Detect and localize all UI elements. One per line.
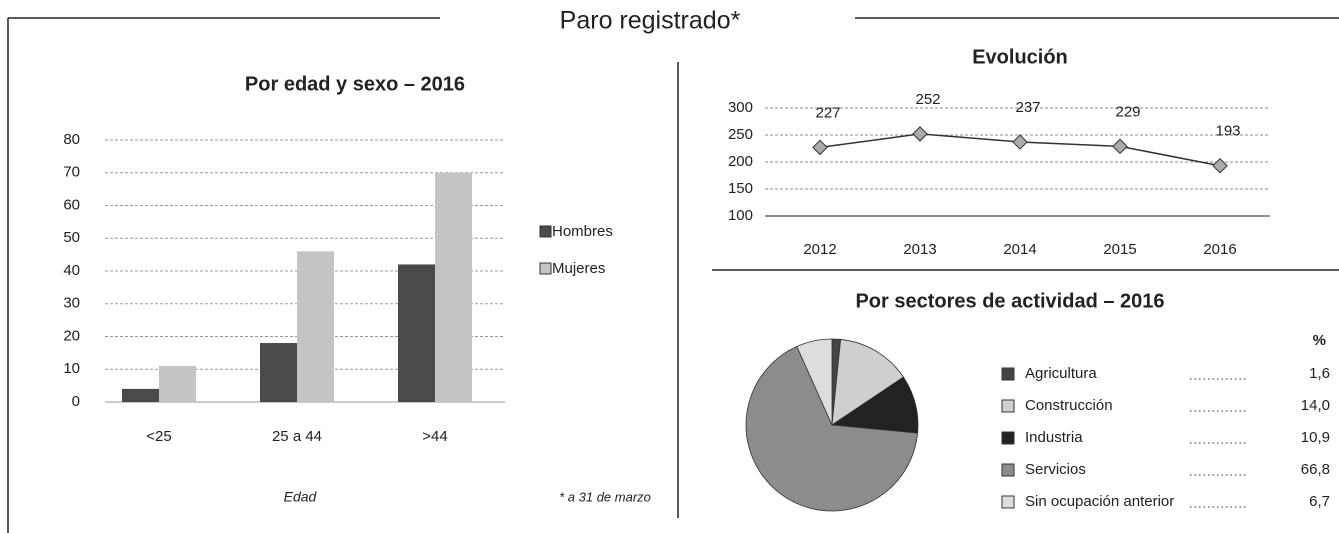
pie-slice — [745, 345, 919, 512]
y-tick-label: 40 — [63, 262, 80, 279]
legend-label: Agricultura — [1025, 365, 1097, 382]
value-label: 193 — [1215, 123, 1240, 140]
chart-title: Por sectores de actividad – 2016 — [855, 290, 1164, 312]
y-tick-label: 250 — [728, 126, 753, 143]
x-tick-label: 2016 — [1203, 241, 1236, 258]
legend-label: Sin ocupación anterior — [1025, 493, 1174, 510]
y-tick-label: 10 — [63, 360, 80, 377]
legend-swatch — [539, 225, 552, 238]
y-tick-label: 20 — [63, 327, 80, 344]
y-tick-label: 50 — [63, 229, 80, 246]
legend-label: Mujeres — [552, 260, 605, 277]
value-label: 14,0 — [1301, 397, 1330, 414]
value-label: 10,9 — [1301, 429, 1330, 446]
y-tick-label: 70 — [63, 164, 80, 181]
value-label: 229 — [1115, 103, 1140, 120]
page-title: Paro registrado* — [560, 7, 741, 35]
x-tick-label: 2012 — [803, 241, 836, 258]
value-header: % — [1313, 332, 1326, 349]
bar — [435, 172, 472, 402]
x-tick-label: >44 — [422, 428, 447, 445]
point — [812, 139, 828, 156]
chart-title: Por edad y sexo – 2016 — [245, 73, 465, 95]
value-label: 6,7 — [1309, 493, 1330, 510]
value-label: 66,8 — [1301, 461, 1330, 478]
footnote: * a 31 de marzo — [559, 489, 651, 504]
value-label: 227 — [815, 104, 840, 121]
legend-swatch — [1001, 495, 1015, 509]
pie-slice — [831, 338, 904, 426]
y-tick-label: 60 — [63, 196, 80, 213]
bar — [159, 365, 196, 402]
point — [912, 126, 928, 142]
legend-swatch — [1001, 367, 1015, 381]
x-axis-label: Edad — [284, 489, 318, 505]
x-tick-label: 2015 — [1103, 241, 1136, 258]
x-tick-label: <25 — [146, 428, 171, 445]
y-tick-label: 100 — [728, 207, 753, 224]
value-label: 252 — [915, 91, 940, 108]
bar — [122, 388, 159, 402]
chart-title: Evolución — [972, 46, 1068, 68]
x-tick-label: 25 a 44 — [272, 428, 322, 445]
point — [1112, 138, 1128, 155]
y-tick-label: 30 — [63, 295, 80, 312]
y-tick-label: 300 — [728, 99, 753, 116]
bar — [260, 343, 297, 402]
x-tick-label: 2013 — [903, 241, 936, 258]
legend-label: Construcción — [1025, 397, 1113, 414]
y-tick-label: 0 — [72, 393, 80, 410]
legend-swatch — [1001, 399, 1015, 413]
legend-label: Servicios — [1025, 461, 1086, 478]
bar — [297, 251, 334, 402]
value-label: 1,6 — [1309, 365, 1330, 382]
legend-label: Industria — [1025, 429, 1083, 446]
bar — [398, 264, 435, 402]
legend-label: Hombres — [552, 223, 613, 240]
legend-swatch — [539, 262, 552, 275]
legend-swatch — [1001, 431, 1015, 445]
point — [1012, 134, 1028, 150]
y-tick-label: 150 — [728, 180, 753, 197]
x-tick-label: 2014 — [1003, 241, 1036, 258]
y-tick-label: 80 — [63, 131, 80, 148]
y-tick-label: 200 — [728, 153, 753, 170]
pie-slice — [796, 338, 833, 426]
legend-swatch — [1001, 463, 1015, 477]
value-label: 237 — [1015, 99, 1040, 116]
point — [1212, 158, 1228, 174]
